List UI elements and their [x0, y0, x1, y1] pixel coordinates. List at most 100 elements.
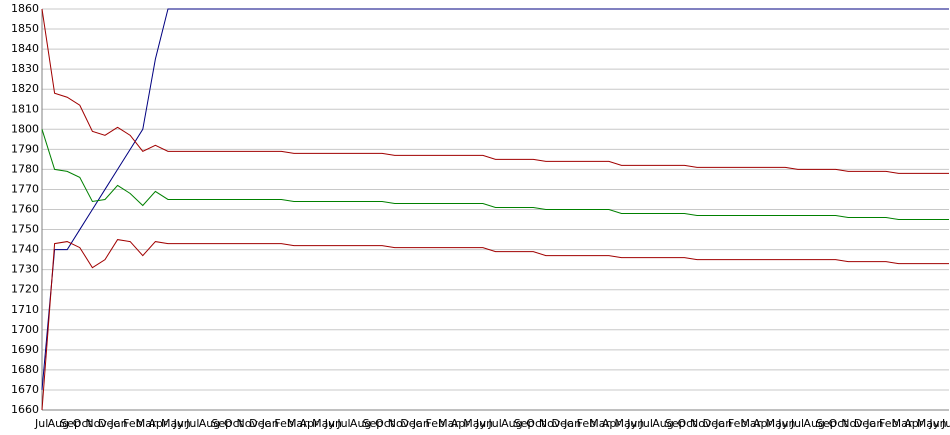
x-tick-label: Jul [185, 417, 199, 430]
x-tick-label: Feb [123, 417, 142, 430]
y-tick-label: 1750 [11, 223, 39, 236]
x-tick-label: Dec [703, 417, 724, 430]
line-series [41, 8, 949, 390]
x-tick-label: Apr [753, 417, 773, 430]
x-tick-label: Jul [488, 417, 502, 430]
x-tick-label: Aug [501, 417, 522, 430]
x-tick-label: Jun [928, 417, 946, 430]
x-tick-label: Sep [816, 417, 837, 430]
x-tick-label: Oct [375, 417, 395, 430]
x-tick-label: Jan [261, 417, 279, 430]
x-tick-label: Oct [677, 417, 697, 430]
y-tick-label: 1840 [11, 42, 39, 55]
x-tick-label: Apr [904, 417, 924, 430]
y-tick-label: 1790 [11, 142, 39, 155]
x-tick-label: Mar [589, 417, 610, 430]
x-tick-label: Apr [300, 417, 320, 430]
x-tick-label: Jan [412, 417, 430, 430]
x-tick-label: Mar [740, 417, 761, 430]
x-tick-label: Apr [148, 417, 168, 430]
y-tick-label: 1670 [11, 383, 39, 396]
x-tick-label: Apr [602, 417, 622, 430]
x-tick-label: May [312, 417, 335, 430]
x-tick-label: Aug [48, 417, 69, 430]
y-tick-label: 1760 [11, 203, 39, 216]
x-tick-label: Aug [199, 417, 220, 430]
x-tick-label: Aug [803, 417, 824, 430]
y-tick-label: 1680 [11, 363, 39, 376]
x-tick-label: Nov [539, 417, 561, 430]
x-tick-label: Nov [841, 417, 863, 430]
x-tick-label: Oct [526, 417, 546, 430]
y-tick-label: 1860 [11, 2, 39, 15]
y-tick-label: 1800 [11, 122, 39, 135]
x-tick-label: Aug [652, 417, 673, 430]
x-tick-label: Sep [211, 417, 232, 430]
x-tick-label: Sep [363, 417, 384, 430]
y-tick-label: 1830 [11, 62, 39, 75]
x-tick-label: Nov [690, 417, 712, 430]
x-tick-label: Dec [98, 417, 119, 430]
x-tick-label: Apr [451, 417, 471, 430]
x-tick-label: Sep [514, 417, 535, 430]
y-tick-label: 1820 [11, 82, 39, 95]
x-tick-label: Jan [110, 417, 128, 430]
x-tick-label: May [463, 417, 486, 430]
y-tick-label: 1770 [11, 182, 39, 195]
line-series [41, 8, 949, 174]
x-tick-label: Dec [854, 417, 875, 430]
x-tick-label: Jun [475, 417, 493, 430]
x-tick-label: May [614, 417, 637, 430]
x-tick-label: Jun [324, 417, 342, 430]
line-series [41, 129, 949, 221]
y-tick-label: 1710 [11, 303, 39, 316]
y-tick-label: 1690 [11, 343, 39, 356]
x-tick-label: Feb [577, 417, 596, 430]
x-tick-label: Jan [563, 417, 581, 430]
x-tick-label: Nov [388, 417, 410, 430]
x-tick-label: Mar [136, 417, 157, 430]
x-tick-label: Jul [941, 417, 950, 430]
x-tick-label: May [917, 417, 940, 430]
x-tick-label: Oct [73, 417, 93, 430]
x-tick-label: Feb [728, 417, 747, 430]
x-tick-label: May [161, 417, 184, 430]
x-tick-label: Dec [551, 417, 572, 430]
x-tick-label: Jul [34, 417, 48, 430]
x-tick-label: Jan [714, 417, 732, 430]
y-tick-label: 1810 [11, 102, 39, 115]
x-tick-label: Mar [438, 417, 459, 430]
y-tick-label: 1780 [11, 162, 39, 175]
x-tick-label: Mar [892, 417, 913, 430]
x-tick-label: Feb [879, 417, 898, 430]
x-tick-label: Jan [865, 417, 883, 430]
x-tick-label: Dec [249, 417, 270, 430]
x-tick-label: Jun [626, 417, 644, 430]
x-tick-label: Dec [400, 417, 421, 430]
x-tick-label: Jun [777, 417, 795, 430]
y-tick-label: 1740 [11, 243, 39, 256]
y-tick-label: 1730 [11, 263, 39, 276]
x-tick-label: Jul [336, 417, 350, 430]
y-tick-label: 1850 [11, 22, 39, 35]
y-tick-label: 1660 [11, 403, 39, 416]
x-tick-label: Oct [224, 417, 244, 430]
y-tick-label: 1700 [11, 323, 39, 336]
x-tick-label: Nov [85, 417, 107, 430]
x-tick-label: Jun [173, 417, 191, 430]
x-tick-label: Jul [639, 417, 653, 430]
x-tick-label: Sep [665, 417, 686, 430]
x-tick-label: Aug [350, 417, 371, 430]
y-tick-label: 1720 [11, 283, 39, 296]
x-tick-label: Jul [790, 417, 804, 430]
x-tick-label: Mar [287, 417, 308, 430]
x-tick-label: Sep [60, 417, 81, 430]
x-tick-label: Feb [426, 417, 445, 430]
x-tick-label: May [766, 417, 789, 430]
x-tick-label: Nov [237, 417, 259, 430]
x-tick-label: Feb [274, 417, 293, 430]
line-series [41, 239, 949, 411]
x-tick-label: Oct [829, 417, 849, 430]
